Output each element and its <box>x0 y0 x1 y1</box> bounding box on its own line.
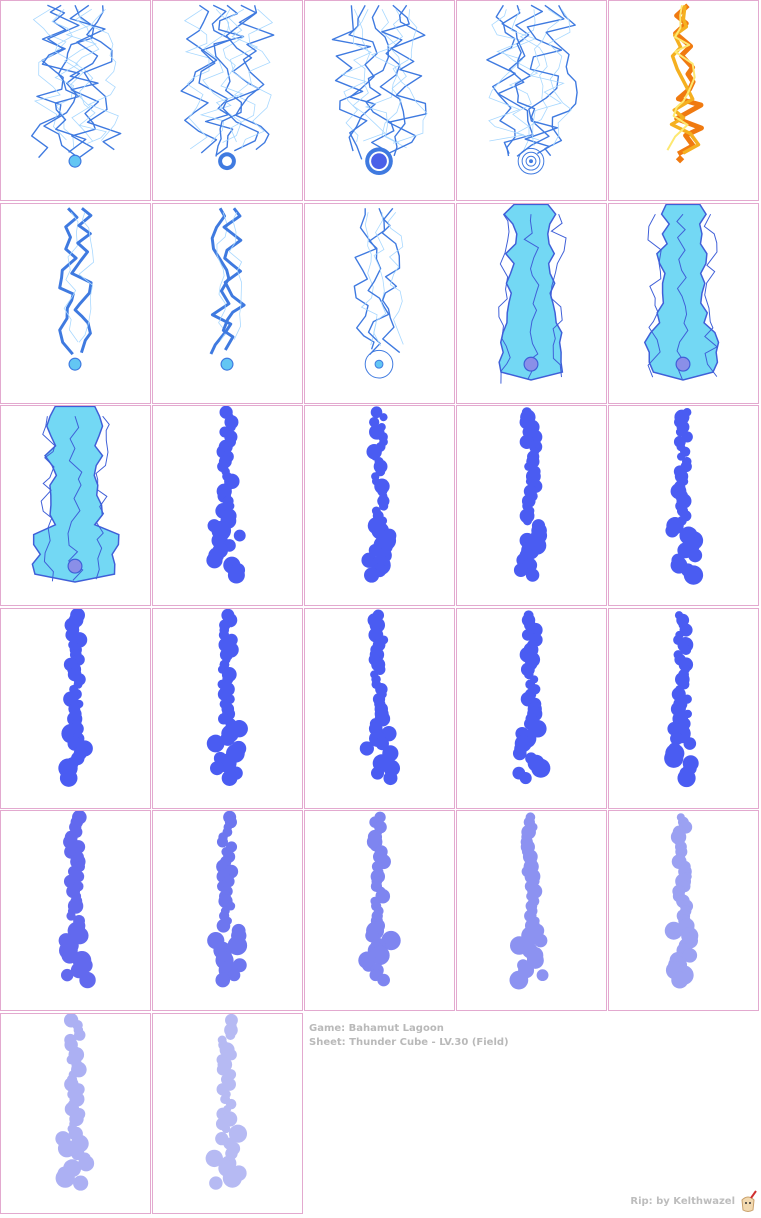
sprite-frame <box>304 608 455 809</box>
sprite-frame <box>304 203 455 404</box>
effect-sprite <box>55 1014 95 1191</box>
effect-sprite <box>509 812 549 990</box>
sprite-frame <box>456 0 607 201</box>
effect-sprite <box>664 611 699 788</box>
sprite-frame <box>608 608 759 809</box>
caption-sheet: Sheet: Thunder Cube - LV.30 (Field) <box>309 1037 509 1048</box>
effect-sprite <box>665 408 704 585</box>
rip-credit: Rip: by Kelthwazel <box>630 1196 735 1207</box>
effect-sprite <box>353 207 404 379</box>
effect-sprite <box>486 4 578 175</box>
sprite-frame <box>456 405 607 606</box>
ripper-mascot-icon <box>741 1190 757 1212</box>
effect-sprite <box>209 207 246 371</box>
sprite-frame <box>152 405 303 606</box>
effect-sprite <box>206 406 246 584</box>
sprite-frame <box>0 810 151 1011</box>
sprite-frame <box>152 0 303 201</box>
effect-sprite <box>207 811 248 988</box>
sprite-frame <box>608 810 759 1011</box>
effect-sprite <box>30 4 122 168</box>
effect-sprite <box>180 4 275 171</box>
sprite-frame <box>304 405 455 606</box>
sprite-frame <box>0 608 151 809</box>
sprite-frame <box>152 1013 303 1214</box>
effect-sprite <box>58 207 94 371</box>
sprite-frame <box>456 810 607 1011</box>
sprite-frame <box>0 1013 151 1214</box>
effect-sprite <box>358 811 401 987</box>
effect-sprite <box>512 610 551 785</box>
sprite-frame <box>0 203 151 404</box>
sprite-frame <box>0 0 151 201</box>
effect-sprite <box>331 4 428 175</box>
sheet-caption: Game: Bahamut Lagoon Sheet: Thunder Cube… <box>309 1022 509 1050</box>
sprite-frame <box>0 405 151 606</box>
sprite-frame <box>152 810 303 1011</box>
sprite-frame <box>304 810 455 1011</box>
effect-sprite <box>31 406 120 583</box>
effect-sprite <box>664 813 699 989</box>
effect-sprite <box>58 609 93 787</box>
sprite-frame <box>608 203 759 404</box>
sprite-frame <box>152 203 303 404</box>
sprite-frame <box>608 405 759 606</box>
sprite-frame <box>304 0 455 201</box>
sprite-frame <box>608 0 759 201</box>
sprite-frame <box>152 608 303 809</box>
effect-sprite <box>206 609 248 786</box>
caption-game: Game: Bahamut Lagoon <box>309 1023 444 1034</box>
effect-sprite <box>361 406 397 583</box>
effect-sprite <box>58 811 96 989</box>
sprite-frame <box>456 203 607 404</box>
effect-sprite <box>643 204 720 381</box>
effect-sprite <box>666 3 704 164</box>
effect-sprite <box>359 609 401 786</box>
sprite-frame <box>456 608 607 809</box>
effect-sprite <box>205 1014 248 1190</box>
effect-sprite <box>498 204 567 384</box>
effect-sprite <box>513 407 548 582</box>
